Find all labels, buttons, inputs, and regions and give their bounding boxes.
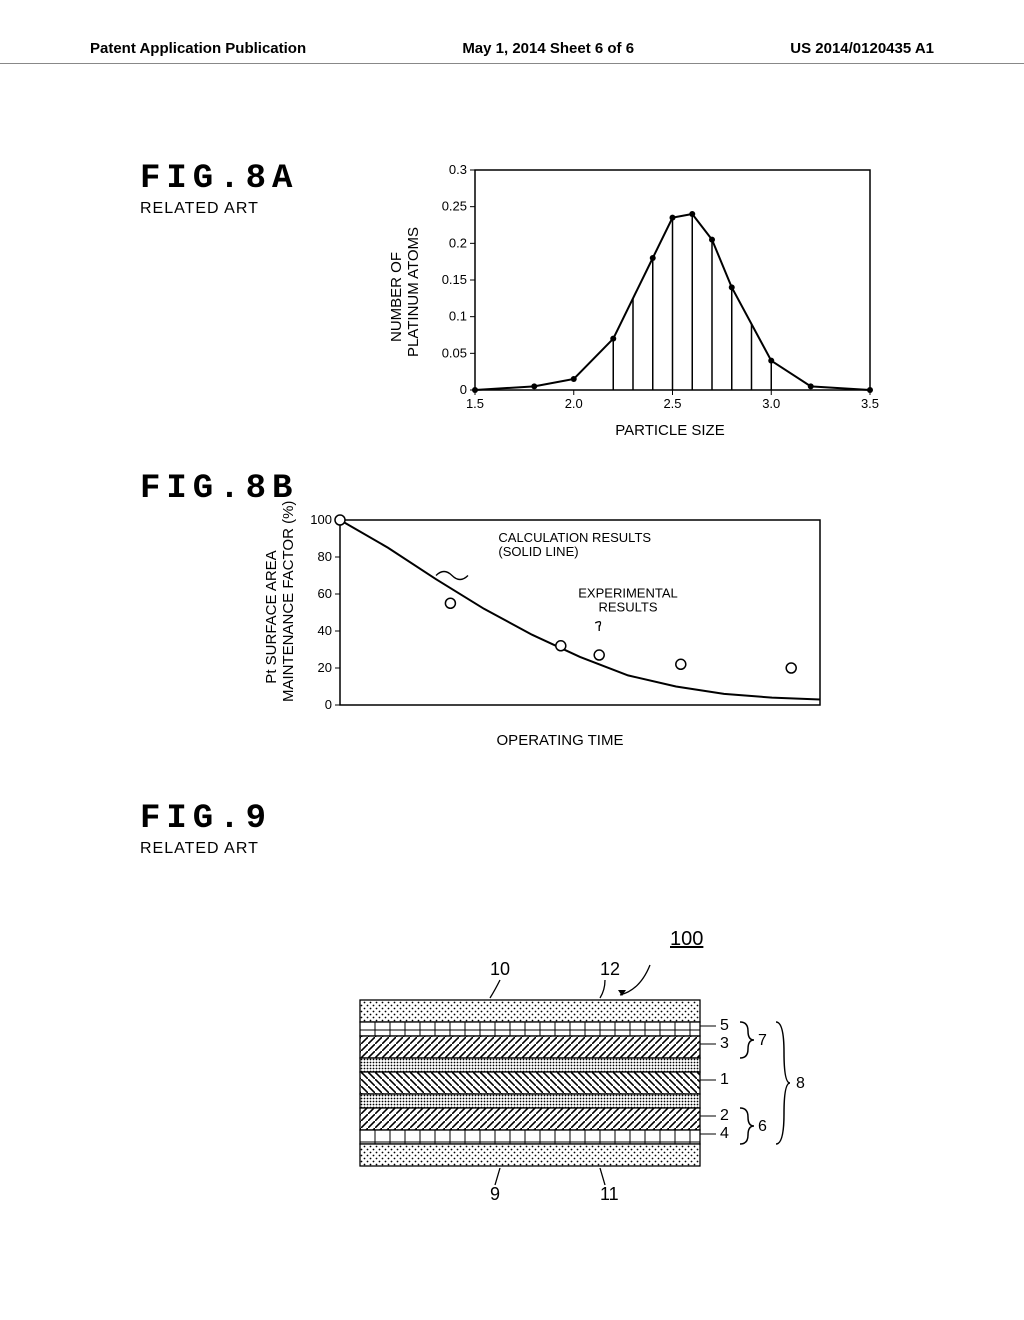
fig8a-svg: 0 0.05 0.1 0.15 0.2 0.25 0.3 1.5 2.0 2.5 3.0 3.5 [420, 160, 880, 420]
fig8a-title-block: FIG.8A RELATED ART [140, 160, 298, 218]
svg-text:3: 3 [720, 1035, 729, 1052]
fig9: FIG.9 RELATED ART 100101291153124768 [140, 800, 880, 1240]
fig8a-ylabel: NUMBER OF PLATINUM ATOMS [388, 237, 422, 357]
fig9-subtitle: RELATED ART [140, 840, 272, 858]
svg-text:3.5: 3.5 [861, 396, 879, 411]
fig8a: FIG.8A RELATED ART NUMBER OF PLATINUM AT… [140, 160, 880, 460]
svg-text:0.15: 0.15 [442, 272, 467, 287]
svg-text:EXPERIMENTALRESULTS: EXPERIMENTALRESULTS [578, 586, 677, 615]
svg-text:8: 8 [796, 1075, 805, 1092]
svg-text:0.25: 0.25 [442, 199, 467, 214]
svg-text:11: 11 [600, 1184, 619, 1204]
svg-text:0.3: 0.3 [449, 162, 467, 177]
svg-text:3.0: 3.0 [762, 396, 780, 411]
fig8b: FIG.8B Pt SURFACE AREA MAINTENANCE FACTO… [140, 470, 880, 770]
svg-text:2: 2 [720, 1107, 729, 1124]
header-right: US 2014/0120435 A1 [790, 40, 934, 57]
svg-text:4: 4 [720, 1125, 729, 1142]
svg-text:0: 0 [460, 382, 467, 397]
fig8b-svg: 0 20 40 60 80 100 CALCULATION RESULTS(SOLID LI… [290, 510, 830, 730]
fig8b-chart: Pt SURFACE AREA MAINTENANCE FACTOR (%) 0… [290, 510, 830, 770]
header-left: Patent Application Publication [90, 40, 306, 57]
svg-text:40: 40 [318, 623, 332, 638]
fig8b-xlabel: OPERATING TIME [460, 732, 660, 749]
fig8a-chart: NUMBER OF PLATINUM ATOMS 00.050.10.150.2… [420, 160, 880, 440]
fig9-diagram: 100101291153124768 [270, 890, 870, 1220]
fig8a-subtitle: RELATED ART [140, 200, 298, 218]
svg-text:10: 10 [490, 959, 510, 979]
svg-text:5: 5 [720, 1017, 729, 1034]
svg-text:60: 60 [318, 586, 332, 601]
svg-text:2.0: 2.0 [565, 396, 583, 411]
svg-text:20: 20 [318, 660, 332, 675]
svg-text:0: 0 [325, 697, 332, 712]
fig8a-xlabel: PARTICLE SIZE [570, 422, 770, 439]
fig9-svg: 100101291153124768 [270, 890, 870, 1220]
fig8b-title: FIG.8B [140, 470, 298, 508]
fig8b-ylabel: Pt SURFACE AREA MAINTENANCE FACTOR (%) [263, 532, 297, 702]
page-header: Patent Application Publication May 1, 20… [0, 40, 1024, 64]
fig8b-title-block: FIG.8B [140, 470, 298, 508]
svg-text:100: 100 [310, 512, 332, 527]
svg-text:0.05: 0.05 [442, 345, 467, 360]
svg-text:1: 1 [720, 1071, 729, 1088]
svg-text:9: 9 [490, 1184, 500, 1204]
header-center: May 1, 2014 Sheet 6 of 6 [462, 40, 634, 57]
svg-text:2.5: 2.5 [663, 396, 681, 411]
svg-text:80: 80 [318, 549, 332, 564]
fig9-title-block: FIG.9 RELATED ART [140, 800, 272, 858]
svg-text:0.2: 0.2 [449, 235, 467, 250]
svg-text:CALCULATION RESULTS(SOLID LINE: CALCULATION RESULTS(SOLID LINE) [498, 530, 651, 559]
svg-text:0.1: 0.1 [449, 309, 467, 324]
svg-text:12: 12 [600, 959, 620, 979]
svg-text:7: 7 [758, 1032, 767, 1049]
svg-text:1.5: 1.5 [466, 396, 484, 411]
fig8a-title: FIG.8A [140, 160, 298, 198]
svg-text:6: 6 [758, 1118, 767, 1135]
svg-text:100: 100 [670, 928, 703, 950]
fig9-title: FIG.9 [140, 800, 272, 838]
